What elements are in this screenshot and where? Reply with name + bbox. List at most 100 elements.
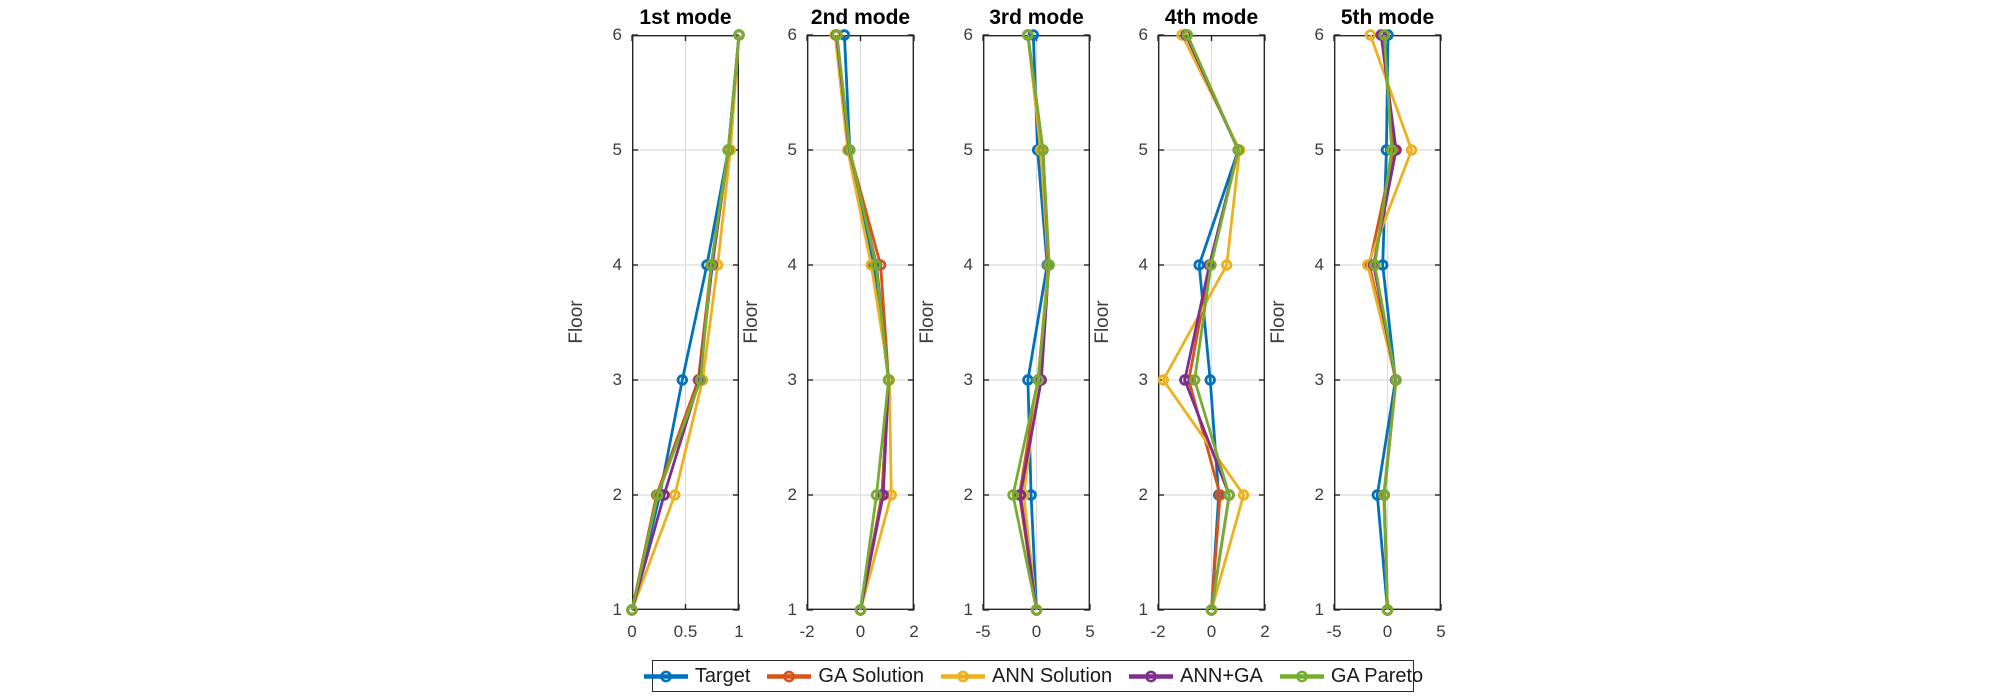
series-marker	[1030, 604, 1043, 616]
series-marker	[733, 29, 745, 41]
series-marker	[1378, 489, 1391, 501]
y-tick-label: 3	[787, 370, 797, 389]
y-tick-label: 3	[1314, 370, 1324, 389]
series-marker	[694, 374, 707, 386]
y-tick-label: 6	[612, 25, 622, 44]
legend-item-ann-ga: ANN+GA	[1128, 665, 1263, 688]
series-marker	[652, 489, 664, 501]
x-tick-label: 5	[1436, 622, 1446, 641]
series-marker	[1022, 29, 1034, 41]
x-tick-label: 2	[909, 622, 919, 641]
legend-box: Target GA Solution ANN Solution ANN+GA GA Pa…	[643, 660, 1423, 692]
series-line-ann-solution	[833, 34, 893, 611]
series-marker	[882, 374, 895, 386]
series-marker	[1386, 144, 1398, 156]
y-tick-label: 5	[1314, 140, 1324, 159]
axes	[1333, 29, 1442, 616]
axes	[626, 29, 745, 616]
series-marker	[870, 259, 882, 271]
series-line-ga-pareto	[1373, 34, 1398, 611]
series-marker	[705, 259, 717, 271]
series-marker	[1022, 374, 1034, 386]
series-marker	[1223, 489, 1235, 501]
legend-marker	[1296, 670, 1308, 682]
series-marker	[1390, 374, 1402, 386]
y-tick-label: 5	[1138, 140, 1148, 159]
legend-marker	[659, 670, 672, 682]
axes	[982, 29, 1091, 616]
y-tick-label: 5	[963, 140, 973, 159]
y-axis-label: Floor	[1092, 299, 1113, 344]
series-marker	[1037, 144, 1049, 156]
axes	[806, 29, 915, 616]
series-marker	[1378, 29, 1391, 41]
y-tick-label: 1	[787, 600, 797, 619]
series-line-ga-pareto	[630, 34, 741, 611]
series-marker	[1188, 374, 1201, 386]
series-marker	[1381, 604, 1394, 616]
y-tick-label: 6	[787, 25, 797, 44]
series-marker	[854, 604, 867, 616]
series-marker	[877, 489, 889, 501]
x-tick-label: 0	[855, 622, 866, 641]
y-axis-label: Floor	[741, 299, 762, 344]
y-axis-label: Floor	[1268, 299, 1289, 344]
x-tick-label: 0	[1382, 622, 1393, 641]
series-line-target	[1026, 34, 1049, 611]
legend-item-ann-solution: ANN Solution	[940, 665, 1112, 688]
y-axis-label: Floor	[566, 299, 587, 344]
series-line-target	[1375, 34, 1397, 611]
legend-label: GA Solution	[818, 664, 925, 687]
legend-marker	[783, 670, 796, 682]
y-tick-label: 2	[1138, 485, 1148, 504]
series-marker	[1157, 374, 1170, 386]
x-tick-label: 1	[734, 622, 744, 641]
y-tick-label: 1	[1138, 600, 1148, 619]
series-marker	[1362, 259, 1374, 271]
y-tick-label: 4	[612, 255, 622, 274]
y-tick-label: 2	[787, 485, 797, 504]
x-tick-label: -5	[1326, 622, 1342, 641]
x-tick-label: 2	[1260, 622, 1270, 641]
legend-label: ANN Solution	[992, 664, 1113, 687]
series-marker	[626, 604, 638, 616]
y-tick-label: 5	[787, 140, 797, 159]
series-marker	[1204, 374, 1216, 386]
y-tick-label: 2	[1314, 485, 1324, 504]
series-marker	[1220, 259, 1233, 271]
legend-item-ga-solution: GA Solution	[766, 665, 924, 688]
y-tick-label: 1	[1314, 600, 1324, 619]
series-marker	[1405, 144, 1418, 156]
y-tick-label: 4	[1314, 255, 1324, 274]
series-marker	[676, 374, 689, 386]
y-tick-label: 5	[612, 140, 622, 159]
y-tick-label: 1	[963, 600, 973, 619]
y-tick-label: 4	[963, 255, 973, 274]
x-tick-label: -2	[799, 622, 815, 641]
x-tick-label: 0	[627, 622, 637, 641]
x-tick-label: 0	[1031, 622, 1042, 641]
series-marker	[1371, 489, 1384, 501]
y-tick-label: 6	[1314, 25, 1324, 44]
subplot-title: 1st mode	[639, 6, 732, 29]
series-marker	[1232, 144, 1245, 156]
series-marker	[1193, 259, 1205, 271]
legend-swatch-icon	[1129, 670, 1174, 682]
subplot-title: 2nd mode	[810, 6, 911, 29]
series-marker	[722, 144, 735, 156]
x-tick-label: 5	[1085, 622, 1095, 641]
y-tick-label: 4	[1138, 255, 1148, 274]
y-tick-label: 3	[963, 370, 973, 389]
y-tick-label: 3	[612, 370, 622, 389]
legend-label: GA Pareto	[1330, 664, 1424, 687]
series-marker	[1205, 604, 1218, 616]
series-marker	[870, 489, 883, 501]
legend-item-target: Target	[643, 665, 750, 688]
y-tick-label: 2	[612, 485, 622, 504]
x-tick-label: -5	[975, 622, 991, 641]
series-marker	[1043, 259, 1056, 271]
subplot-title: 4th mode	[1164, 6, 1259, 29]
series-marker	[1364, 29, 1377, 41]
series-marker	[1237, 489, 1250, 501]
